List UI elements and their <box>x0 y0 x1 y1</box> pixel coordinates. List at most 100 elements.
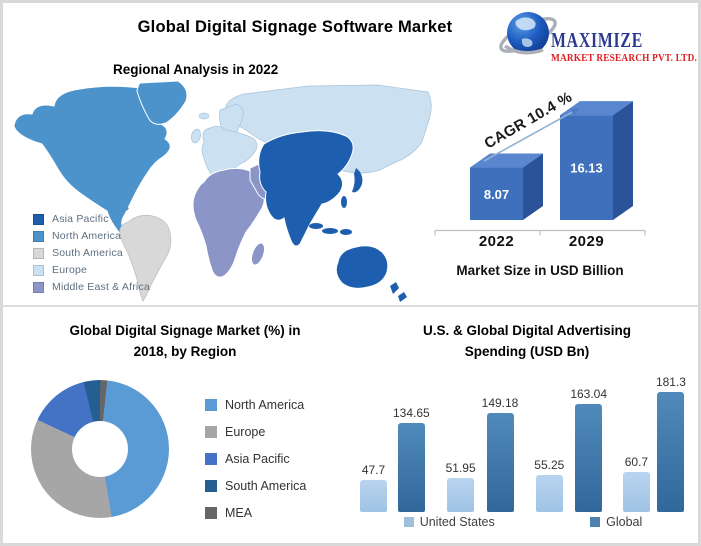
legend-label: Europe <box>225 424 266 439</box>
legend-swatch <box>205 452 217 465</box>
map-legend-item: South America <box>33 247 150 259</box>
legend-swatch <box>33 213 44 225</box>
market-size-bars: 8.07 2022 16.13 2029 <box>470 101 633 250</box>
region-japan <box>352 168 363 193</box>
bar-value-label: 60.7 <box>624 454 649 469</box>
page-title: Global Digital Signage Software Market <box>137 18 453 36</box>
market-size-axis-title: Market Size in USD Billion <box>456 263 623 278</box>
bar-group: 60.7 181.3 <box>622 375 686 512</box>
cagr-arrowhead <box>570 108 580 116</box>
donut-hole <box>72 421 128 477</box>
cagr-arrow <box>483 109 577 162</box>
ad-legend: United States Global <box>356 515 690 529</box>
legend-label: Asia Pacific <box>225 451 290 466</box>
region-australia <box>335 245 389 289</box>
bar-top-face <box>560 101 633 116</box>
region-iceland <box>198 112 210 120</box>
region-philippines <box>341 196 347 208</box>
legend-label: Europe <box>52 264 88 276</box>
bar-group: 47.7 134.65 <box>360 406 430 512</box>
legend-swatch <box>33 230 44 242</box>
logo-name: MAXIMIZE <box>551 28 643 52</box>
pie-legend-item: Europe <box>205 418 306 445</box>
bar-united-states <box>622 471 650 512</box>
map-legend-item: Middle East & Africa <box>33 281 150 293</box>
bar-united-states <box>360 480 387 512</box>
region-indonesia <box>322 228 338 234</box>
bar-side-face <box>613 101 633 220</box>
bar-value-label: 134.65 <box>393 405 430 420</box>
bar-value-label: 16.13 <box>570 161 603 176</box>
region-north-america <box>13 85 171 252</box>
region-greenland <box>136 80 188 125</box>
pie-legend-item: North America <box>205 391 306 418</box>
region-new-zealand <box>390 282 407 302</box>
company-logo: MAXIMIZE MARKET RESEARCH PVT. LTD. <box>499 12 697 64</box>
bar-column: 134.65 <box>393 406 430 512</box>
region-europe-russia <box>225 84 432 174</box>
ad-spending-chart: 47.7 134.65 51.95 149.18 55.25 163.04 60.7 181.… <box>356 370 690 512</box>
bar-global <box>575 404 603 512</box>
donut-chart <box>31 380 169 518</box>
bar-top-face <box>470 153 543 168</box>
legend-swatch <box>403 517 414 527</box>
legend-label: North America <box>225 397 305 412</box>
legend-swatch <box>205 479 217 492</box>
region-south-america <box>119 214 172 302</box>
pie-chart-title: Global Digital Signage Market (%) in 201… <box>69 323 301 359</box>
legend-swatch <box>205 425 217 438</box>
ad-legend-item: Global <box>590 515 642 529</box>
legend-label: South America <box>52 247 123 259</box>
axis-category-label: 2029 <box>569 233 604 250</box>
bar-value-label: 181.3 <box>655 374 686 389</box>
pie-legend-item: Asia Pacific <box>205 445 306 472</box>
bar-value-label: 8.07 <box>484 187 509 202</box>
region-indonesia <box>340 229 352 235</box>
bar-side-face <box>523 153 543 220</box>
region-europe-mainland <box>201 126 258 182</box>
logo-subtitle: MARKET RESEARCH PVT. LTD. <box>551 53 697 64</box>
legend-label: Asia Pacific <box>52 213 109 225</box>
map-legend-item: Europe <box>33 264 150 276</box>
bar-2022 <box>470 167 523 220</box>
legend-swatch <box>205 506 217 519</box>
world-map <box>13 80 432 302</box>
ad-chart-title: U.S. & Global Digital Advertising Spendi… <box>422 323 632 359</box>
legend-swatch <box>33 247 44 259</box>
map-legend-item: North America <box>33 230 150 242</box>
bar-united-states <box>447 477 475 512</box>
region-caribbean <box>115 207 129 213</box>
legend-label: South America <box>225 478 307 493</box>
legend-swatch <box>33 281 44 293</box>
legend-label: MEA <box>225 505 253 520</box>
legend-swatch <box>33 264 44 276</box>
bar-value-label: 149.18 <box>481 396 519 411</box>
bar-value-label: 163.04 <box>570 387 608 402</box>
region-asia-pacific <box>258 130 354 247</box>
map-legend: Asia Pacific North America South America Eu… <box>33 213 150 298</box>
ad-legend-item: United States <box>403 515 495 529</box>
map-section-title: Regional Analysis in 2022 <box>113 62 279 77</box>
bar-column: 55.25 <box>534 458 564 512</box>
bar-value-label: 55.25 <box>534 458 565 473</box>
bar-column: 149.18 <box>481 396 519 512</box>
bar-2029 <box>560 115 613 220</box>
bar-united-states <box>535 475 563 512</box>
bar-global <box>397 422 425 512</box>
bar-group: 51.95 149.18 <box>446 396 519 512</box>
legend-swatch <box>590 517 601 527</box>
bar-column: 181.3 <box>656 375 686 512</box>
bar-column: 163.04 <box>570 387 607 512</box>
region-indonesia <box>309 223 323 229</box>
bar-global <box>486 413 514 512</box>
legend-swatch <box>205 398 217 411</box>
pie-legend-item: MEA <box>205 499 306 526</box>
bar-value-label: 47.7 <box>361 463 386 478</box>
region-madagascar <box>251 243 265 265</box>
globe-icon <box>499 12 557 55</box>
bar-column: 47.7 <box>360 463 387 512</box>
map-legend-item: Asia Pacific <box>33 213 150 225</box>
legend-label: Global <box>606 515 643 529</box>
section-divider <box>3 305 698 307</box>
